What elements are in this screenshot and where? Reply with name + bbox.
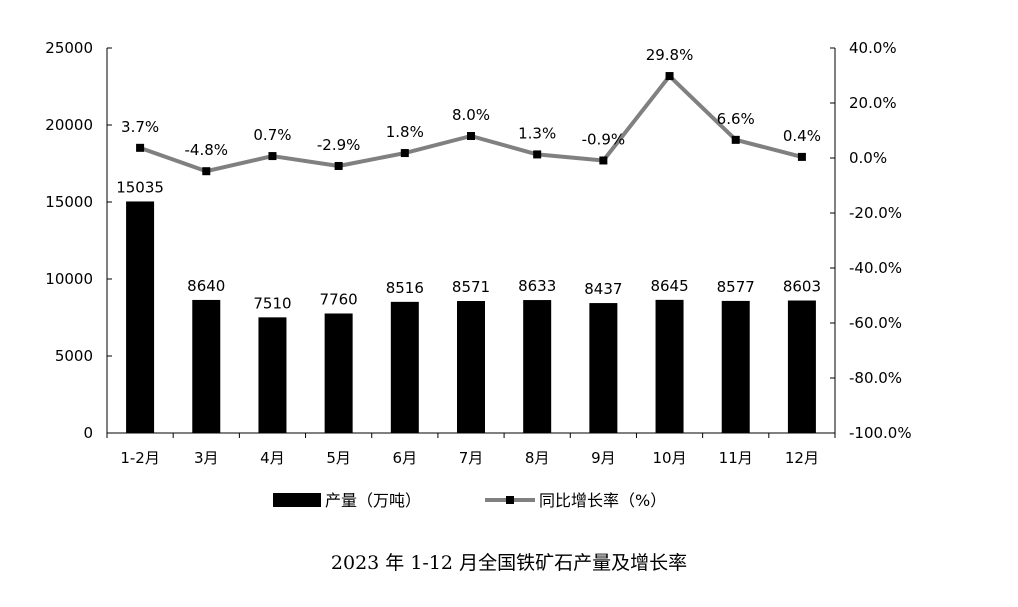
- line-value-label: 1.3%: [518, 124, 556, 142]
- line-value-label: 29.8%: [646, 46, 694, 64]
- line-value-label: 6.6%: [717, 110, 755, 128]
- right-tick-label: -40.0%: [849, 259, 902, 277]
- x-tick-label: 3月: [194, 449, 219, 467]
- bar-value-label: 8633: [518, 277, 556, 295]
- legend-line-marker: [506, 496, 514, 504]
- bar-value-label: 8437: [584, 280, 622, 298]
- chart-title: 2023 年 1-12 月全国铁矿石产量及增长率: [330, 552, 688, 574]
- line-value-label: 8.0%: [452, 106, 490, 124]
- bar: [655, 299, 684, 433]
- x-tick-label: 6月: [393, 449, 418, 467]
- bar: [126, 201, 155, 433]
- bar: [390, 301, 419, 433]
- x-tick-label: 12月: [785, 449, 819, 467]
- line-point: [599, 156, 608, 165]
- right-tick-label: -80.0%: [849, 369, 902, 387]
- left-tick-label: 5000: [55, 347, 93, 365]
- bar: [192, 299, 221, 433]
- x-tick-label: 11月: [719, 449, 753, 467]
- right-tick-label: 40.0%: [849, 39, 897, 57]
- bar-value-label: 8640: [187, 277, 225, 295]
- line-value-label: -0.9%: [582, 130, 626, 148]
- left-tick-label: 10000: [45, 270, 93, 288]
- line-point: [268, 152, 277, 161]
- left-tick-label: 25000: [45, 39, 93, 57]
- line-value-label: -2.9%: [317, 136, 361, 154]
- bar-value-label: 15035: [116, 178, 164, 196]
- line-value-label: 3.7%: [121, 118, 159, 136]
- left-tick-label: 15000: [45, 193, 93, 211]
- x-tick-label: 8月: [525, 449, 550, 467]
- line-series: [136, 72, 806, 176]
- axes: 0 5000 10000 15000 20000 25000 -100.0% -80.0% -6…: [45, 39, 911, 467]
- bar: [523, 300, 552, 433]
- x-tick-label: 4月: [260, 449, 285, 467]
- bar-value-label: 8645: [650, 277, 688, 295]
- bar: [457, 301, 485, 433]
- bar: [787, 300, 816, 433]
- right-tick-label: 0.0%: [849, 149, 887, 167]
- bar: [589, 303, 618, 433]
- x-tick-label: 7月: [459, 449, 484, 467]
- right-tick-label: -100.0%: [849, 424, 912, 442]
- line-point: [136, 143, 145, 152]
- line-point: [334, 161, 343, 170]
- bar: [324, 313, 353, 433]
- line-point: [533, 150, 542, 159]
- right-tick-label: -20.0%: [849, 204, 902, 222]
- bar-value-label: 8577: [717, 278, 755, 296]
- line-value-label: 0.4%: [783, 127, 821, 145]
- line-point: [400, 149, 409, 158]
- bar-value-label: 8516: [386, 279, 424, 297]
- x-tick-label: 1-2月: [120, 449, 160, 467]
- data-labels: 15035 8640 7510 7760 8516 8571 8633 8437 8645 857…: [116, 46, 821, 312]
- legend: 产量（万吨） 同比增长率（%）: [273, 491, 666, 510]
- line-point: [467, 132, 475, 140]
- line-value-label: -4.8%: [185, 141, 229, 159]
- line-point: [797, 152, 806, 161]
- line-value-label: 0.7%: [253, 126, 291, 144]
- bar: [721, 300, 750, 433]
- legend-bar-swatch: [273, 493, 321, 507]
- bar-value-label: 7760: [320, 290, 358, 308]
- bar-value-label: 7510: [253, 294, 291, 312]
- line-value-label: 1.8%: [386, 123, 424, 141]
- x-tick-label: 5月: [326, 449, 351, 467]
- legend-line-label: 同比增长率（%）: [539, 491, 666, 510]
- right-tick-label: -60.0%: [849, 314, 902, 332]
- line-point: [665, 72, 674, 81]
- left-tick-label: 0: [83, 424, 93, 442]
- line-point: [731, 135, 740, 144]
- bar-value-label: 8571: [452, 278, 490, 296]
- bar-series: [126, 201, 816, 433]
- x-tick-label: 9月: [591, 449, 616, 467]
- left-tick-label: 20000: [45, 116, 93, 134]
- x-tick-label: 10月: [652, 449, 686, 467]
- line-point: [202, 167, 211, 176]
- legend-bar-label: 产量（万吨）: [325, 491, 421, 510]
- right-tick-label: 20.0%: [849, 94, 897, 112]
- bar: [258, 317, 287, 433]
- bar-value-label: 8603: [783, 278, 821, 296]
